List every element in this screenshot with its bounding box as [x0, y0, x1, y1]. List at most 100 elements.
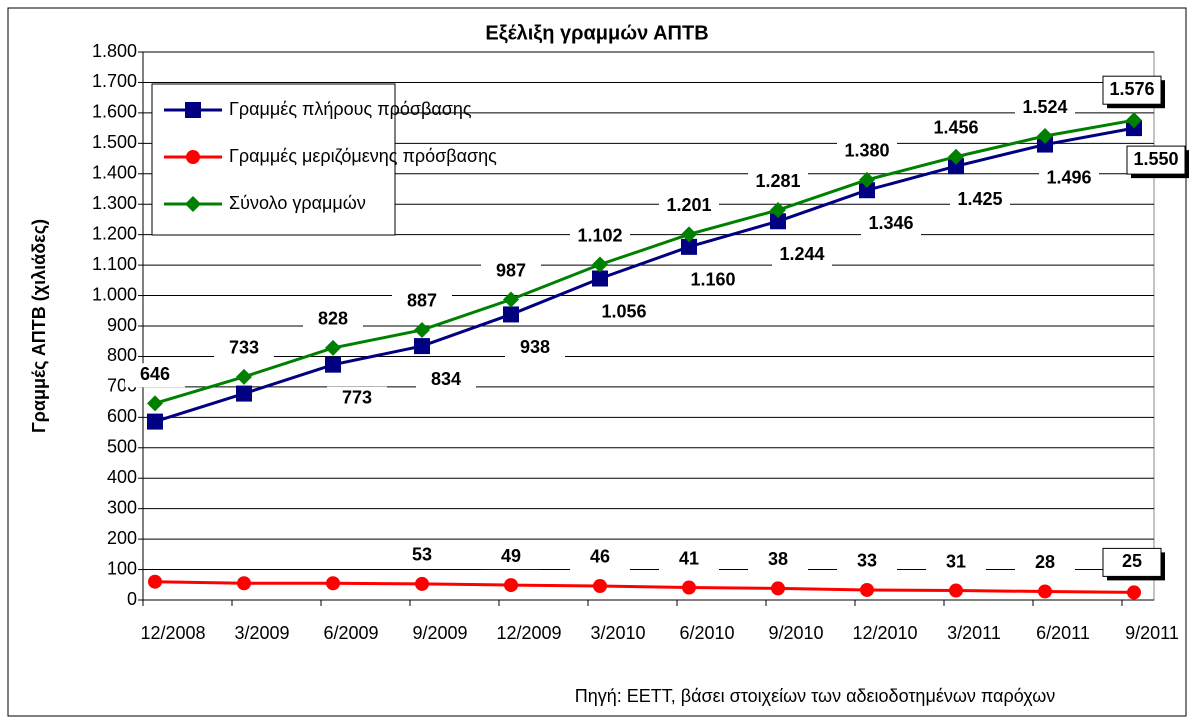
marker	[147, 413, 163, 430]
x-tick-label: 9/2011	[1125, 623, 1179, 643]
data-label: 1.576	[1109, 79, 1154, 99]
data-label: 33	[857, 551, 877, 571]
label-bg	[481, 259, 541, 284]
label-box	[1126, 145, 1186, 175]
label-bg	[327, 386, 387, 411]
marker	[949, 583, 963, 598]
y-tick-label: 1.700	[92, 71, 137, 91]
series-line	[154, 126, 1135, 424]
label-bg	[772, 243, 832, 268]
marker	[770, 213, 786, 230]
y-tick-label: 1.500	[92, 132, 137, 152]
data-label: 828	[318, 309, 348, 329]
label-box	[1102, 75, 1162, 105]
marker	[682, 580, 696, 595]
data-label: 46	[590, 547, 610, 567]
y-axis-label: Γραμμές ΑΠΤΒ (χιλιάδες)	[29, 219, 49, 433]
label-bg	[570, 545, 630, 570]
x-tick-label: 12/2009	[496, 623, 561, 643]
label-bg	[837, 549, 897, 574]
y-tick-label: 1.400	[92, 163, 137, 183]
label-bg	[505, 336, 565, 361]
x-tick-label: 6/2009	[323, 623, 378, 643]
label-bg	[683, 268, 743, 293]
label-bg	[416, 368, 476, 393]
x-tick-label: 9/2010	[768, 623, 823, 643]
data-label: 1.281	[755, 171, 800, 191]
marker	[325, 356, 341, 373]
marker	[1037, 136, 1053, 153]
marker	[236, 385, 252, 402]
data-label: 1.056	[601, 301, 646, 321]
data-label: 1.201	[666, 195, 711, 215]
legend-label: Σύνολο γραμμών	[229, 193, 366, 213]
marker	[1127, 585, 1141, 600]
y-tick-label: 200	[107, 528, 137, 548]
y-tick-label: 1.200	[92, 223, 137, 243]
x-tick-label: 6/2011	[1036, 623, 1090, 643]
data-label: 646	[140, 364, 170, 384]
legend-entries: Γραμμές πλήρους πρόσβασης Γραμμές μεριζόμ…	[164, 99, 497, 213]
marker	[237, 576, 251, 591]
label-bg	[1015, 551, 1075, 576]
label-bg	[214, 336, 274, 361]
marker	[185, 102, 201, 118]
legend-label: Γραμμές μεριζόμενης πρόσβασης	[229, 146, 497, 166]
series-line	[154, 580, 1135, 594]
y-tick-label: 400	[107, 467, 137, 487]
marker	[681, 238, 697, 255]
marker	[948, 148, 964, 165]
marker	[236, 368, 252, 385]
data-label: 49	[501, 546, 521, 566]
marker	[948, 158, 964, 175]
marker	[148, 574, 162, 589]
data-label: 1.102	[577, 225, 622, 245]
x-tick-label: 12/2008	[140, 623, 205, 643]
marker	[1038, 584, 1052, 599]
label-box	[1102, 547, 1162, 577]
marker	[681, 226, 697, 243]
label-bg	[392, 543, 452, 568]
label-bg	[303, 307, 363, 332]
marker	[415, 576, 429, 591]
source-note: Πηγή: ΕΕΤΤ, βάσει στοιχείων των αδειοδοτ…	[575, 686, 1056, 706]
marker	[504, 578, 518, 593]
label-bg	[570, 224, 630, 249]
y-tick-label: 300	[107, 497, 137, 517]
label-bg	[125, 363, 185, 388]
legend-label: Γραμμές πλήρους πρόσβασης	[229, 99, 472, 119]
marker	[325, 339, 341, 356]
marker	[186, 150, 200, 164]
y-tick-label: 0	[127, 589, 137, 609]
data-label: 1.160	[690, 270, 735, 290]
label-bg	[481, 545, 541, 570]
label-bg	[748, 548, 808, 573]
x-tick-label: 3/2011	[947, 623, 1001, 643]
data-label: 28	[1035, 552, 1055, 572]
marker	[414, 321, 430, 338]
y-tick-label: 100	[107, 558, 137, 578]
x-tick-label: 6/2010	[679, 623, 734, 643]
x-tick-label: 3/2010	[590, 623, 645, 643]
y-tick-label: 1.600	[92, 102, 137, 122]
label-bg	[1015, 96, 1075, 121]
label-bg	[926, 550, 986, 575]
data-label: 1.244	[779, 244, 824, 264]
marker	[592, 256, 608, 273]
marker	[147, 395, 163, 412]
marker	[860, 582, 874, 597]
marker	[771, 581, 785, 596]
chart-title: Εξέλιξη γραμμών ΑΠΤΒ	[485, 22, 708, 44]
label-bg	[748, 170, 808, 195]
y-tick-label: 1.100	[92, 254, 137, 274]
data-label: 1.346	[868, 213, 913, 233]
data-label: 1.380	[844, 141, 889, 161]
data-label: 773	[342, 387, 372, 407]
data-label: 31	[946, 551, 966, 571]
label-bg	[594, 300, 654, 325]
data-label: 733	[229, 338, 259, 358]
y-tick-label: 800	[107, 345, 137, 365]
data-label: 1.425	[957, 189, 1002, 209]
y-tick-label: 500	[107, 437, 137, 457]
